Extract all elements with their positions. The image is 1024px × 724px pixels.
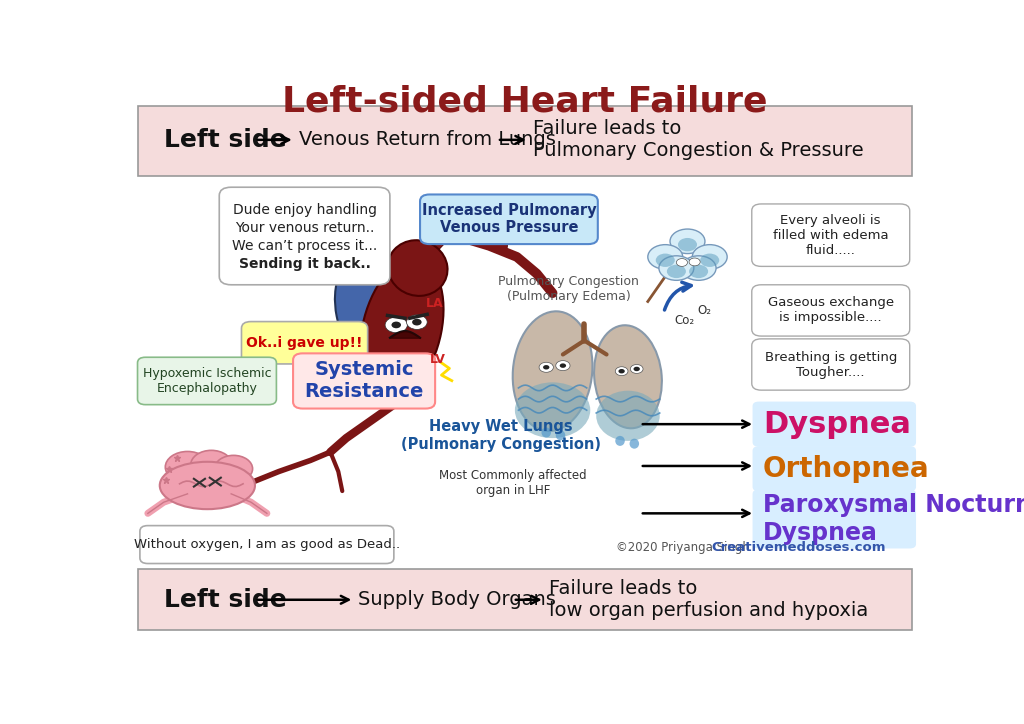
Circle shape bbox=[689, 265, 709, 278]
Text: Dyspnea: Dyspnea bbox=[763, 410, 910, 439]
Circle shape bbox=[681, 256, 716, 280]
Ellipse shape bbox=[335, 255, 413, 371]
Text: Paroxysmal Nocturnal
Dyspnea: Paroxysmal Nocturnal Dyspnea bbox=[763, 493, 1024, 545]
Circle shape bbox=[670, 229, 705, 253]
FancyBboxPatch shape bbox=[242, 321, 368, 364]
Text: Ok..i gave up!!: Ok..i gave up!! bbox=[247, 336, 362, 350]
Text: Breathing is getting
Tougher....: Breathing is getting Tougher.... bbox=[765, 350, 897, 379]
Text: Supply Body Organs: Supply Body Organs bbox=[358, 590, 556, 610]
Ellipse shape bbox=[160, 462, 255, 509]
Circle shape bbox=[689, 258, 700, 266]
Text: Heavy Wet Lungs
(Pulmonary Congestion): Heavy Wet Lungs (Pulmonary Congestion) bbox=[401, 419, 601, 452]
Text: Orthopnea: Orthopnea bbox=[763, 455, 930, 483]
Circle shape bbox=[618, 369, 625, 374]
Circle shape bbox=[631, 364, 643, 374]
Ellipse shape bbox=[615, 436, 625, 446]
FancyBboxPatch shape bbox=[293, 353, 435, 408]
Circle shape bbox=[412, 319, 422, 326]
Ellipse shape bbox=[630, 439, 639, 449]
Text: Most Commonly affected
organ in LHF: Most Commonly affected organ in LHF bbox=[439, 468, 587, 497]
Ellipse shape bbox=[513, 311, 593, 431]
FancyBboxPatch shape bbox=[753, 489, 916, 549]
FancyBboxPatch shape bbox=[752, 285, 909, 336]
Text: Venous Return from Lungs: Venous Return from Lungs bbox=[299, 130, 555, 149]
Circle shape bbox=[658, 256, 694, 280]
Circle shape bbox=[615, 367, 628, 376]
Circle shape bbox=[678, 238, 697, 251]
Text: Left side: Left side bbox=[164, 588, 287, 612]
Circle shape bbox=[648, 245, 683, 269]
Circle shape bbox=[634, 367, 640, 371]
Text: LA: LA bbox=[426, 297, 443, 310]
FancyBboxPatch shape bbox=[137, 569, 912, 631]
Circle shape bbox=[190, 450, 232, 479]
Circle shape bbox=[214, 455, 253, 482]
Circle shape bbox=[700, 253, 719, 267]
FancyBboxPatch shape bbox=[753, 402, 916, 447]
Text: Increased Pulmonary
Venous Pressure: Increased Pulmonary Venous Pressure bbox=[422, 203, 596, 235]
FancyBboxPatch shape bbox=[137, 357, 276, 405]
Ellipse shape bbox=[360, 259, 443, 400]
Text: O₂: O₂ bbox=[697, 304, 712, 317]
Circle shape bbox=[556, 361, 570, 371]
Circle shape bbox=[407, 315, 427, 329]
Circle shape bbox=[391, 321, 401, 328]
Ellipse shape bbox=[556, 430, 565, 440]
Text: LV: LV bbox=[430, 353, 446, 366]
Ellipse shape bbox=[388, 240, 447, 296]
Circle shape bbox=[692, 245, 727, 269]
Text: We can’t process it...: We can’t process it... bbox=[232, 239, 377, 253]
Text: Sending it back..: Sending it back.. bbox=[239, 257, 371, 271]
Text: Hypoxemic Ischemic
Encephalopathy: Hypoxemic Ischemic Encephalopathy bbox=[142, 367, 271, 395]
Ellipse shape bbox=[515, 382, 590, 438]
Ellipse shape bbox=[542, 427, 551, 437]
Ellipse shape bbox=[596, 391, 659, 441]
Text: Failure leads to
Pulmonary Congestion & Pressure: Failure leads to Pulmonary Congestion & … bbox=[532, 119, 863, 160]
Text: Without oxygen, I am as good as Dead..: Without oxygen, I am as good as Dead.. bbox=[134, 538, 400, 551]
FancyBboxPatch shape bbox=[219, 188, 390, 285]
Circle shape bbox=[677, 258, 687, 266]
FancyBboxPatch shape bbox=[752, 204, 909, 266]
FancyBboxPatch shape bbox=[752, 339, 909, 390]
Circle shape bbox=[385, 317, 408, 333]
Text: ©2020 Priyanga Singh: ©2020 Priyanga Singh bbox=[616, 542, 750, 555]
Text: Dude enjoy handling: Dude enjoy handling bbox=[232, 203, 377, 217]
FancyBboxPatch shape bbox=[140, 526, 394, 563]
FancyBboxPatch shape bbox=[420, 195, 598, 244]
Text: Failure leads to
low organ perfusion and hypoxia: Failure leads to low organ perfusion and… bbox=[549, 579, 868, 620]
Circle shape bbox=[655, 253, 675, 267]
Circle shape bbox=[543, 365, 550, 369]
Text: Gaseous exchange
is impossible....: Gaseous exchange is impossible.... bbox=[768, 296, 894, 324]
Text: Your venous return..: Your venous return.. bbox=[234, 221, 374, 235]
Text: Left-sided Heart Failure: Left-sided Heart Failure bbox=[282, 85, 768, 119]
Text: Creativemeddoses.com: Creativemeddoses.com bbox=[712, 542, 886, 555]
Circle shape bbox=[165, 452, 210, 483]
Circle shape bbox=[560, 363, 566, 368]
Text: Pulmonary Congestion
(Pulmonary Edema): Pulmonary Congestion (Pulmonary Edema) bbox=[498, 274, 639, 303]
Circle shape bbox=[539, 362, 553, 372]
Text: Systemic
Resistance: Systemic Resistance bbox=[304, 361, 424, 401]
Text: Left side: Left side bbox=[164, 128, 287, 152]
Ellipse shape bbox=[594, 325, 662, 429]
FancyBboxPatch shape bbox=[137, 106, 912, 176]
Text: Every alveoli is
filled with edema
fluid.....: Every alveoli is filled with edema fluid… bbox=[773, 214, 889, 257]
Text: Co₂: Co₂ bbox=[674, 313, 694, 327]
FancyBboxPatch shape bbox=[753, 446, 916, 492]
Circle shape bbox=[667, 265, 686, 278]
